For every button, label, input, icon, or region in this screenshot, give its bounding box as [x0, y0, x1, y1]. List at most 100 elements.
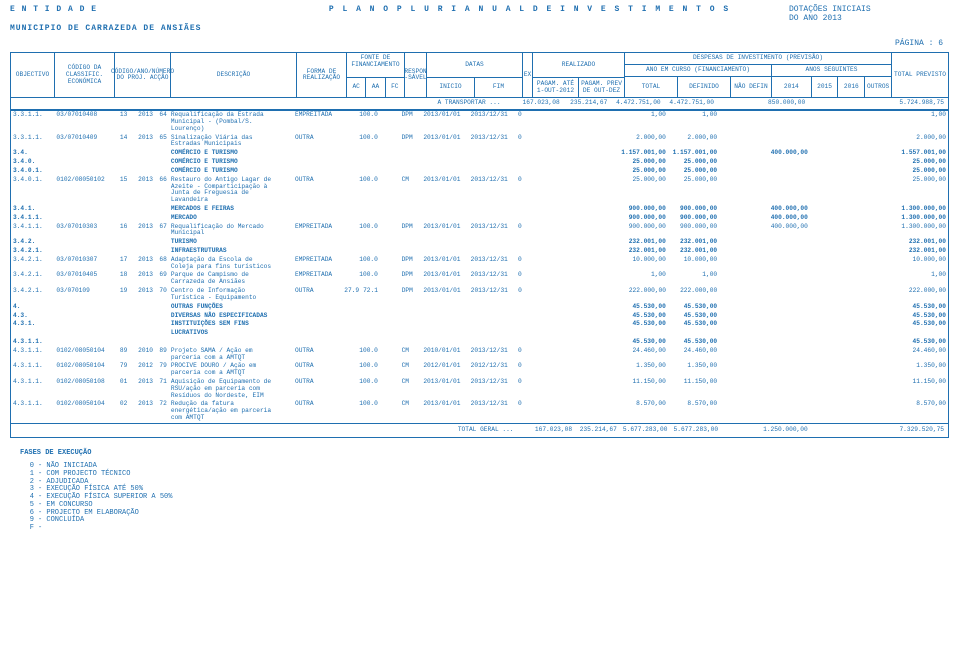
fase-item: 0- NÃO INICIADA	[20, 463, 949, 471]
cell	[719, 238, 760, 240]
cell: Centro de Informação Turística - Equipam…	[169, 287, 293, 303]
cell: 2013	[129, 256, 155, 265]
fases-execucao: FASES DE EXECUÇÃO 0- NÃO INICIADA1- COM …	[20, 450, 949, 533]
cell	[380, 338, 400, 340]
cell: 1.300.000,00	[893, 214, 948, 223]
cell	[571, 400, 616, 402]
cell: 4.3.1.1.	[11, 378, 54, 387]
cell: OUTRA	[293, 176, 342, 185]
cell	[114, 338, 130, 340]
cell	[761, 287, 810, 289]
cell: OUTRA	[293, 134, 342, 143]
cell	[129, 205, 155, 207]
table-body: 3.3.1.1.03/0701040813201364Requalificaçã…	[11, 110, 948, 423]
cell	[526, 167, 571, 169]
cell	[571, 223, 616, 225]
table-row: 3.4.2.1.03/0701030717201368Adaptação da …	[11, 256, 948, 272]
page-number: PÁGINA : 6	[0, 40, 959, 49]
cell: 03/07010409	[54, 134, 113, 143]
cell	[865, 287, 893, 289]
cell	[155, 247, 169, 249]
hdr-outros: OUTROS	[865, 77, 891, 97]
cell	[526, 362, 571, 364]
total-geral-tot: 7.329.520,75	[889, 427, 948, 434]
cell	[421, 320, 468, 322]
cell	[421, 238, 468, 240]
cell	[761, 362, 810, 364]
cell: 1.557.001,00	[893, 149, 948, 158]
cell	[342, 338, 356, 340]
total-geral-y14: 1.250.000,00	[759, 427, 808, 434]
cell	[400, 167, 422, 169]
cell: 27.9	[342, 287, 356, 296]
cell: OUTRA	[293, 400, 342, 409]
cell	[356, 338, 380, 340]
cell	[837, 167, 865, 169]
cell: 72.1	[356, 287, 380, 296]
cell: DPM	[400, 134, 422, 143]
cell	[380, 247, 400, 249]
cell	[342, 149, 356, 151]
total-geral-label: TOTAL GERAL ...	[395, 427, 518, 434]
cell	[54, 338, 113, 340]
cell	[837, 312, 865, 314]
cell: 17	[114, 256, 130, 265]
cell: 70	[155, 287, 169, 296]
cell	[837, 111, 865, 113]
fase-item: 1- COM PROJECTO TÉCNICO	[20, 471, 949, 479]
table-row: 4.3.1.1.0102/0805010479201279PROCIVE DOU…	[11, 362, 948, 378]
cell	[380, 238, 400, 240]
cell	[810, 158, 838, 160]
cell: 0102/08050108	[54, 378, 113, 387]
cell: 03/07010405	[54, 271, 113, 280]
cell	[400, 214, 422, 216]
cell	[293, 214, 342, 216]
cell	[114, 149, 130, 151]
table-row: 3.4.1.1.MERCADO900.000,00900.000,00400.0…	[11, 214, 948, 223]
table-row: 3.4.COMÉRCIO E TURISMO1.157.001,001.157.…	[11, 149, 948, 158]
cell: 8.570,00	[668, 400, 719, 409]
cell	[837, 303, 865, 305]
cell: 2013	[129, 400, 155, 409]
cell: 0102/08050102	[54, 176, 113, 185]
cell: DIVERSAS NÃO ESPECIFICADAS	[169, 312, 293, 321]
cell	[469, 167, 516, 169]
cell	[469, 158, 516, 160]
cell: 67	[155, 223, 169, 232]
cell: 400.000,00	[761, 205, 810, 214]
cell: Aquisição de Equipamento de RSU/ação em …	[169, 378, 293, 400]
cell	[114, 214, 130, 216]
cell: 100.0	[356, 134, 380, 143]
table-row: 3.4.2.1.INFRAESTRUTURAS232.001,00232.001…	[11, 247, 948, 256]
cell: 72	[155, 400, 169, 409]
cell: 2.000,00	[668, 134, 719, 143]
transport-v1: 167.023,08	[514, 98, 562, 109]
cell: 25.000,00	[617, 158, 668, 167]
cell	[761, 338, 810, 340]
cell	[810, 238, 838, 240]
cell	[400, 205, 422, 207]
transport-d: 4.472.751,00	[663, 98, 716, 109]
cell	[421, 303, 468, 305]
cell	[293, 167, 342, 169]
total-geral-row: TOTAL GERAL ... 167.023,08 235.214,67 5.…	[11, 423, 948, 437]
transport-y14: 850.000,00	[756, 98, 807, 109]
cell	[837, 205, 865, 207]
cell: 10.000,00	[617, 256, 668, 265]
cell: 1.300.000,00	[893, 205, 948, 214]
cell	[380, 256, 400, 258]
cell: EMPREITADA	[293, 223, 342, 232]
cell	[400, 149, 422, 151]
cell: 24.460,00	[893, 347, 948, 356]
hdr-codigo-da: CÓDIGO DA CLASSIFIC. ECONÓMICA	[56, 65, 113, 85]
page-title: P L A N O P L U R I A N U A L D E I N V …	[270, 6, 789, 34]
cell	[837, 214, 865, 216]
cell	[719, 111, 760, 113]
cell: 2.000,00	[617, 134, 668, 143]
cell	[155, 312, 169, 314]
cell	[342, 238, 356, 240]
cell: 100.0	[356, 271, 380, 280]
dotacoes-block: DOTAÇÕES INICIAIS DO ANO 2013	[789, 6, 949, 34]
cell	[400, 247, 422, 249]
cell	[526, 329, 571, 331]
